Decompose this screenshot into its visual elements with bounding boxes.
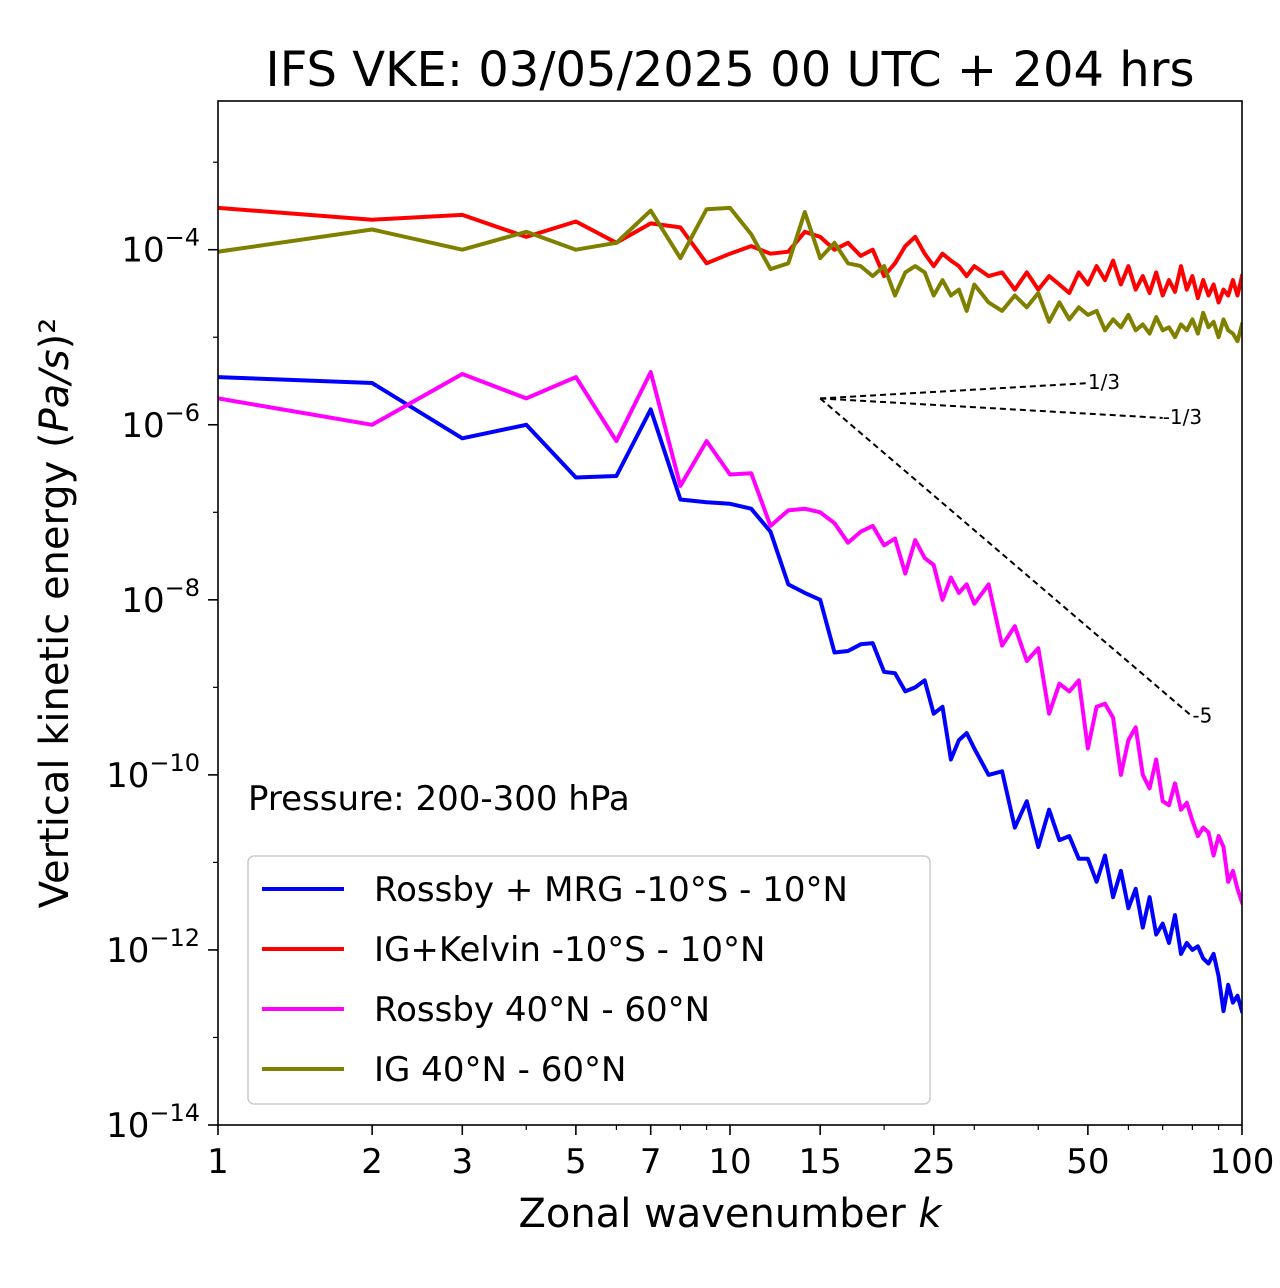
y-tick-label: 10−8 — [121, 574, 200, 621]
reference-line-label-2: -1/3 — [1163, 405, 1202, 429]
legend-box — [247, 855, 931, 1105]
series-line-2 — [218, 205, 1242, 305]
y-axis-label: Vertical kinetic energy (Pa/s)² — [32, 318, 78, 908]
x-axis-ticks: 1 2 3 5 7 10 15 25 50 100 — [207, 1125, 1274, 1182]
chart-title: IFS VKE: 03/05/2025 00 UTC + 204 hrs — [266, 42, 1195, 98]
series-layer — [218, 205, 1242, 1014]
reference-line-1 — [820, 382, 1088, 400]
series-line-3 — [218, 370, 1242, 905]
x-axis-label: Zonal wavenumber k — [518, 1191, 943, 1237]
x-tick-label: 2 — [361, 1142, 383, 1182]
x-tick-label: 5 — [565, 1142, 587, 1182]
x-tick-label: 7 — [640, 1142, 662, 1182]
legend: Rossby + MRG -10°S - 10°N IG+Kelvin -10°S… — [247, 855, 931, 1105]
y-tick-label: 10−10 — [106, 749, 200, 796]
y-tick-label: 10−12 — [106, 924, 200, 971]
x-tick-label: 50 — [1066, 1142, 1109, 1182]
y-tick-label: 10−4 — [121, 224, 200, 271]
legend-label-1: Rossby + MRG -10°S - 10°N — [374, 870, 848, 910]
x-tick-label: 15 — [799, 1142, 842, 1182]
x-tick-label: 100 — [1210, 1142, 1275, 1182]
series-line-4 — [218, 205, 1242, 344]
x-tick-label: 1 — [207, 1142, 229, 1182]
y-axis-ticks: 10−4 10−6 10−8 10−10 10−12 10−14 — [106, 161, 218, 1146]
reference-lines: 1/3 -1/3 -5 — [819, 370, 1212, 728]
reference-line-label-3: -5 — [1192, 704, 1212, 728]
reference-line-2 — [820, 397, 1163, 419]
x-tick-label: 3 — [451, 1142, 473, 1182]
pressure-annotation: Pressure: 200-300 hPa — [248, 779, 630, 819]
x-tick-label: 10 — [708, 1142, 751, 1182]
legend-label-2: IG+Kelvin -10°S - 10°N — [374, 930, 765, 970]
legend-label-3: Rossby 40°N - 60°N — [374, 990, 710, 1030]
y-tick-label: 10−14 — [106, 1099, 200, 1146]
legend-label-4: IG 40°N - 60°N — [374, 1050, 626, 1090]
series-line-1 — [218, 375, 1242, 1014]
x-tick-label: 25 — [912, 1142, 955, 1182]
reference-line-3 — [819, 397, 1194, 718]
reference-line-label-1: 1/3 — [1088, 370, 1120, 394]
y-tick-label: 10−6 — [121, 399, 200, 446]
